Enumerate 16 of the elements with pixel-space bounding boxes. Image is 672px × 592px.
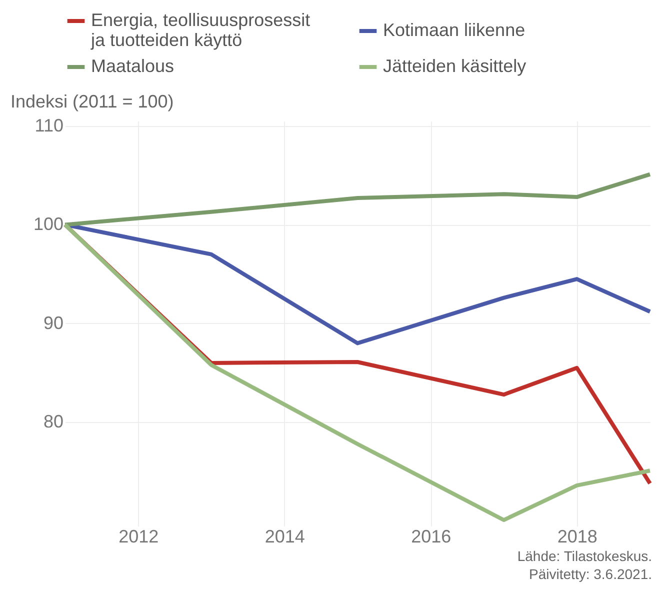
legend-label: Maatalous <box>91 56 174 76</box>
legend-label: Energia, teollisuusprosessit ja tuotteiden käyttö <box>90 10 310 50</box>
text: Lähde: Tilastokeskus. <box>517 548 652 564</box>
y-axis-title: Indeksi (2011 = 100) <box>10 92 174 112</box>
x-tick-label: 2018 <box>557 526 598 546</box>
x-tick-label: 2012 <box>118 526 159 546</box>
x-tick-label: 2014 <box>264 526 305 546</box>
text: Päivitetty: 3.6.2021. <box>529 566 652 582</box>
y-tick-label: 100 <box>33 214 64 234</box>
x-tick-label: 2016 <box>411 526 452 546</box>
line-series <box>63 172 652 227</box>
legend-label: Kotimaan liikenne <box>383 20 526 40</box>
legend-label: Jätteiden käsittely <box>383 56 526 76</box>
y-tick-label: 80 <box>43 412 64 432</box>
y-tick-label: 90 <box>43 312 64 333</box>
y-tick-label: 110 <box>34 115 64 136</box>
